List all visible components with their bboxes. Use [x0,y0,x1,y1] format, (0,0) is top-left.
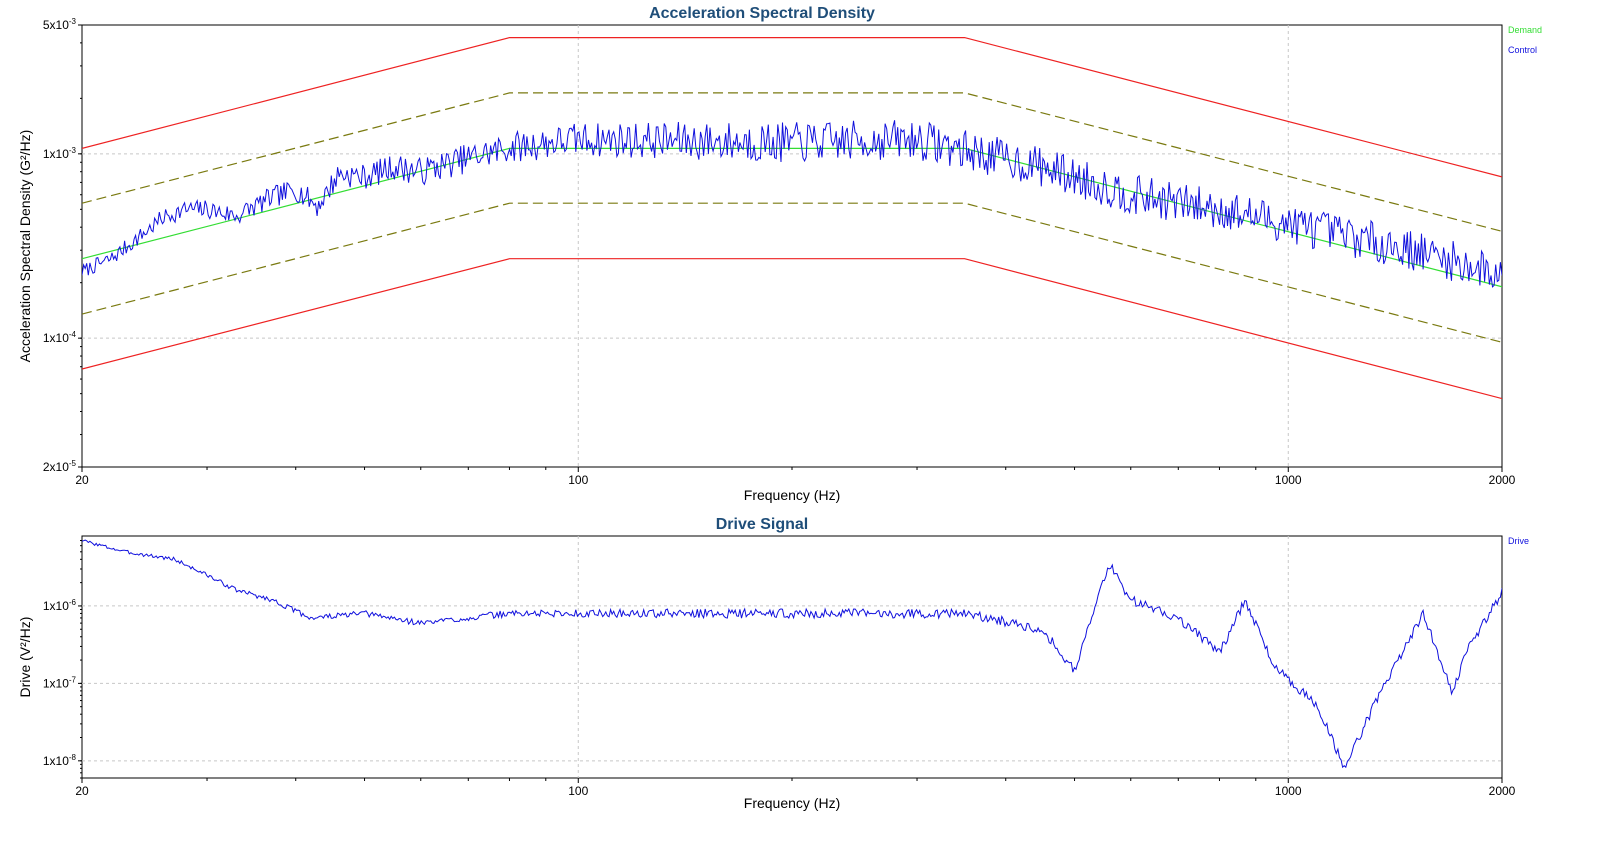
chart-title: Drive Signal [716,516,808,533]
y-axis-label: Acceleration Spectral Density (G²/Hz) [17,130,33,363]
series-line-control [82,120,1502,288]
x-tick-label: 2000 [1489,784,1516,798]
x-axis-label: Frequency (Hz) [744,487,840,503]
x-tick-label: 20 [75,784,89,798]
y-tick-label: 1x10-7 [43,675,77,690]
plot-area [81,535,1503,779]
x-tick-label: 2000 [1489,473,1516,487]
y-axis-label: Drive (V²/Hz) [17,617,33,698]
x-tick-label: 100 [568,473,588,487]
series-group [82,539,1502,769]
y-tick-label: 2x10-5 [43,459,77,474]
x-tick-label: 1000 [1275,473,1302,487]
legend-entry-control: Control [1508,45,1537,55]
x-axis-label: Frequency (Hz) [744,795,840,811]
y-tick-label: 1x10-4 [43,330,77,345]
y-tick-label: 1x10-8 [43,753,77,768]
x-tick-label: 20 [75,473,89,487]
chart-title: Acceleration Spectral Density [649,5,875,22]
legend-entry-drive: Drive [1508,536,1529,546]
x-tick-label: 100 [568,784,588,798]
chart-0: Acceleration Spectral Density Frequency (… [17,5,1542,503]
y-tick-label: 1x10-3 [43,146,77,161]
y-tick-label: 1x10-6 [43,598,77,613]
series-line-lower-abort [82,258,1502,400]
y-tick-label: 5x10-3 [43,17,77,32]
plot-area [81,24,1503,468]
series-line-upper-alarm [82,92,1502,232]
series-line-drive [82,539,1502,769]
legend-entry-demand: Demand [1508,25,1542,35]
series-group [82,37,1502,400]
x-tick-label: 1000 [1275,784,1302,798]
series-line-lower-alarm [82,202,1502,343]
chart-1: Drive Signal Frequency (Hz) Drive (V²/Hz) 2… [17,516,1529,811]
series-line-upper-abort [82,37,1502,178]
